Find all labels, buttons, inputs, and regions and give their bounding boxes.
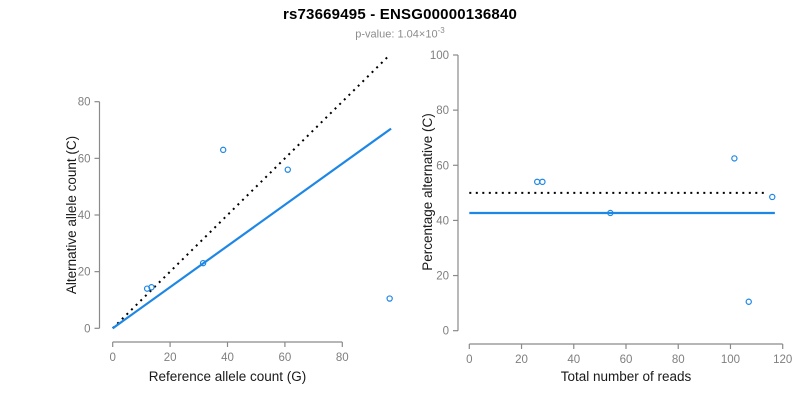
data-point <box>745 298 752 305</box>
x-axis-title: Reference allele count (G) <box>149 369 307 384</box>
x-axis-tick-label: 40 <box>567 354 580 366</box>
y-axis-title: Percentage alternative (C) <box>420 113 435 271</box>
y-axis-title: Alternative allele count (C) <box>64 136 79 294</box>
pvalue-label: p-value: <box>355 28 398 41</box>
x-axis-tick-label: 80 <box>336 352 349 364</box>
data-point <box>539 178 546 186</box>
fit-line <box>112 127 392 330</box>
figure-header: rs73669495 - ENSG00000136840 p-value: 1.… <box>0 0 800 41</box>
y-axis-tick-label: 0 <box>84 323 90 335</box>
y-axis-tick-label: 20 <box>78 267 91 279</box>
x-axis-tick-label: 80 <box>672 354 685 366</box>
data-point <box>284 166 291 173</box>
data-point <box>148 284 155 291</box>
data-point <box>199 259 207 267</box>
x-axis-tick-label: 20 <box>164 352 177 364</box>
y-axis-tick-label: 80 <box>436 105 449 117</box>
y-axis-tick-label: 40 <box>78 210 91 222</box>
y-axis-tick-label: 0 <box>443 326 449 338</box>
y-axis-tick-label: 60 <box>436 160 449 172</box>
y-axis-tick-label: 80 <box>78 97 91 109</box>
figure-title: rs73669495 - ENSG00000136840 <box>282 6 518 23</box>
pvalue-exponent: -3 <box>437 26 445 35</box>
x-axis-tick-label: 100 <box>721 354 740 366</box>
x-axis-tick-label: 40 <box>221 352 234 364</box>
data-point <box>607 209 614 217</box>
y-axis-tick-label: 20 <box>436 271 449 283</box>
x-axis-tick-label: 60 <box>620 354 633 366</box>
data-point <box>219 146 227 154</box>
data-point <box>731 155 738 162</box>
scatter-ref-vs-alt: 0 20 40 60 80 0 20 40 60 80 Reference allele count… <box>64 55 393 384</box>
scatter-reads-vs-pct: 0 20 40 60 80 100 0 20 40 60 80 100 120 Total number … <box>420 50 792 384</box>
y-axis-tick-label: 60 <box>78 153 91 165</box>
figure-subtitle: p-value: 1.04×10-3 <box>0 26 800 41</box>
x-axis-tick-label: 20 <box>515 354 528 366</box>
y-axis-tick-label: 100 <box>430 50 449 62</box>
data-point <box>386 295 393 302</box>
x-axis-tick-label: 120 <box>773 354 792 366</box>
pvalue-times: ×10 <box>418 28 438 41</box>
data-point <box>534 178 541 186</box>
y-axis-tick-label: 40 <box>436 215 449 227</box>
x-axis-tick-label: 60 <box>279 352 292 364</box>
data-point <box>769 193 776 201</box>
x-axis-tick-label: 0 <box>466 354 472 366</box>
pvalue-mantissa: 1.04 <box>397 28 419 41</box>
x-axis-title: Total number of reads <box>561 369 692 384</box>
x-axis-tick-label: 0 <box>109 352 115 364</box>
